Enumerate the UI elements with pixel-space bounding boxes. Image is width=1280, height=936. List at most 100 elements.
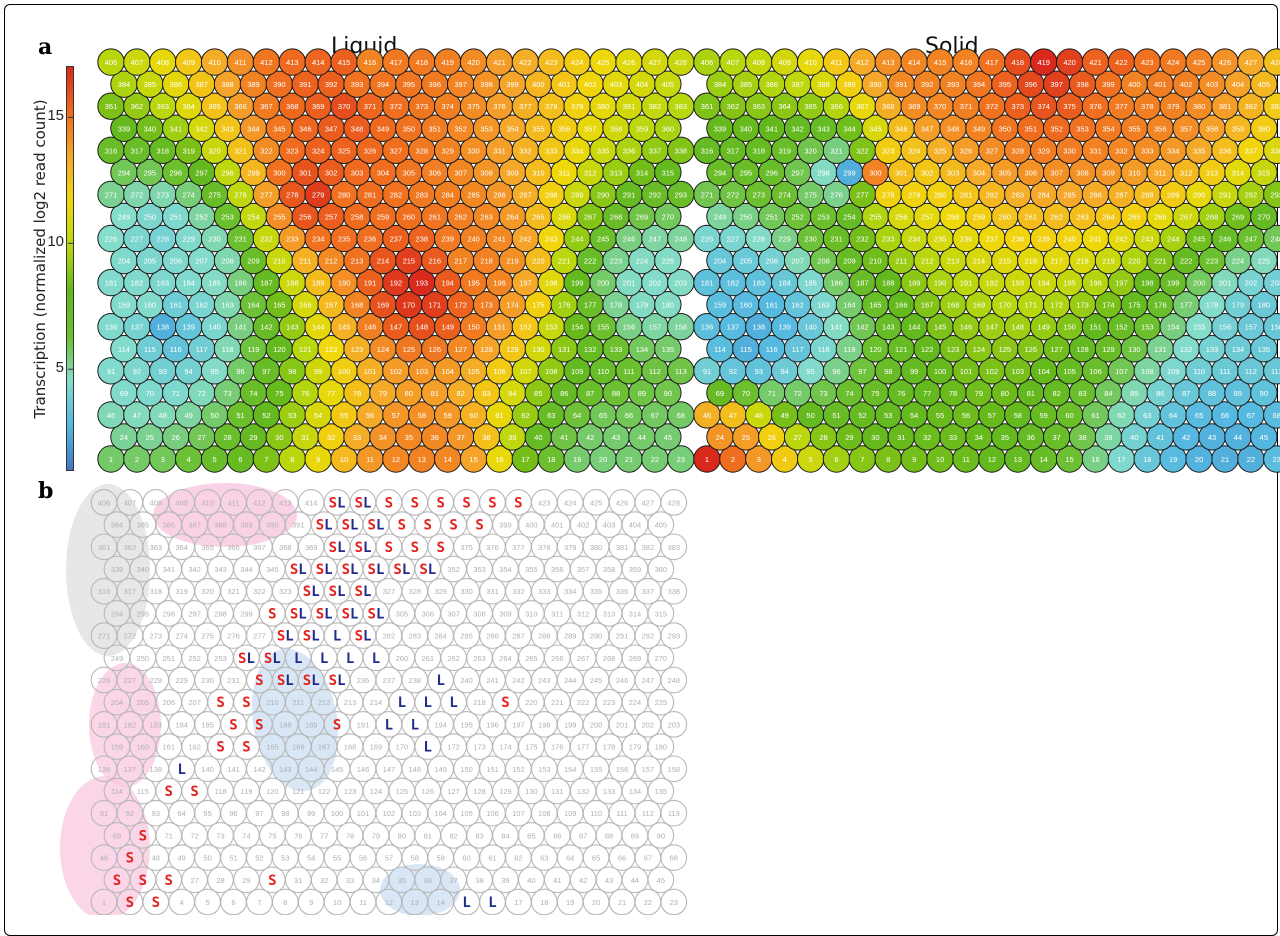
liquid-cell-number: 100: [338, 367, 351, 376]
solid-mark: S: [436, 540, 444, 556]
panel-b-cell-number: 131: [551, 787, 564, 796]
solid-mark: S: [329, 495, 337, 511]
liquid-cell-number: 307: [454, 168, 467, 177]
panel-b-cell-number: 149: [434, 765, 447, 774]
solid-cell-number: 417: [986, 58, 999, 67]
solid-cell-number: 388: [817, 80, 830, 89]
liquid-cell-number: 57: [392, 411, 400, 420]
panel-b-mark: S: [229, 717, 237, 733]
solid-cell-number: 203: [1271, 279, 1280, 288]
liquid-cell-number: 376: [493, 102, 506, 111]
panel-b-cell-number: 179: [629, 743, 642, 752]
panel-b-mark: S: [424, 518, 432, 534]
panel-b-cell-number: 72: [190, 831, 198, 840]
solid-mark: S: [368, 606, 376, 622]
liquid-mark: L: [350, 562, 358, 578]
solid-cell-number: 407: [727, 58, 740, 67]
panel-b-mark: S: [514, 495, 522, 511]
solid-cell-number: 136: [701, 323, 714, 332]
liquid-cell-number: 411: [235, 58, 247, 67]
panel-b-mark: SL: [355, 584, 372, 600]
solid-cell-number: 248: [1271, 235, 1280, 244]
liquid-cell-number: 285: [467, 190, 480, 199]
panel-b-cell-number: 343: [214, 565, 227, 574]
solid-cell-number: 321: [830, 146, 843, 155]
panel-b-cell-number: 54: [307, 854, 315, 863]
solid-cell-number: 176: [1154, 301, 1167, 310]
liquid-cell-number: 123: [351, 345, 364, 354]
panel-b-cell-number: 273: [150, 632, 163, 641]
panel-b-cell-number: 328: [409, 587, 422, 596]
liquid-cell-number: 250: [144, 212, 157, 221]
panel-b-cell-number: 81: [424, 831, 432, 840]
panel-b-mark: S: [398, 518, 406, 534]
panel-b-mark: S: [449, 518, 457, 534]
solid-cell-number: 244: [1167, 235, 1180, 244]
panel-b-cell-number: 1: [102, 898, 106, 907]
liquid-cell-number: 419: [441, 58, 454, 67]
panel-b-cell-number: 340: [137, 565, 150, 574]
liquid-mark: L: [311, 629, 319, 645]
solid-cell-number: 392: [921, 80, 934, 89]
liquid-cell-number: 31: [301, 433, 309, 442]
panel-b-cell-number: 246: [616, 676, 629, 685]
liquid-cell-number: 109: [571, 367, 584, 376]
liquid-cell-number: 402: [584, 80, 597, 89]
solid-cell-number: 28: [819, 433, 827, 442]
solid-cell-number: 197: [1115, 279, 1128, 288]
solid-cell-number: 199: [1167, 279, 1180, 288]
liquid-cell-number: 410: [208, 58, 221, 67]
liquid-mark: L: [411, 717, 419, 733]
liquid-cell-number: 95: [210, 367, 218, 376]
solid-mark: S: [290, 606, 298, 622]
panel-b-cell-number: 333: [538, 587, 551, 596]
solid-cell-number: 16: [1091, 455, 1099, 464]
liquid-cell: [654, 379, 682, 407]
liquid-cell-number: 391: [299, 80, 312, 89]
solid-cell-number: 280: [934, 190, 947, 199]
solid-cell-number: 44: [1234, 433, 1242, 442]
liquid-cell-number: 176: [558, 301, 571, 310]
solid-cell-number: 233: [882, 235, 895, 244]
panel-b-mark: SL: [290, 606, 307, 622]
liquid-cell-number: 355: [532, 124, 545, 133]
panel-b-cell-number: 39: [501, 876, 509, 885]
solid-cell-number: 391: [895, 80, 908, 89]
panel-b-cell-number: 137: [124, 765, 137, 774]
solid-cell-number: 384: [714, 80, 727, 89]
panel-b-cell-number: 196: [486, 720, 499, 729]
liquid-cell-number: 233: [286, 235, 299, 244]
liquid-cell-number: 46: [107, 411, 115, 420]
solid-cell-number: 68: [1273, 411, 1280, 420]
panel-b-cell-number: 263: [473, 654, 486, 663]
liquid-cell-number: 352: [454, 124, 467, 133]
solid-cell-number: 119: [843, 345, 855, 354]
panel-b-cell-number: 376: [486, 543, 499, 552]
liquid-cell-number: 275: [208, 190, 221, 199]
panel-b-cell-number: 271: [98, 632, 111, 641]
solid-cell-number: 25: [742, 433, 750, 442]
solid-cell-number: 105: [1063, 367, 1076, 376]
solid-cell-number: 376: [1089, 102, 1102, 111]
panel-b-cell-number: 88: [605, 831, 613, 840]
liquid-cell-number: 397: [454, 80, 467, 89]
solid-cell-number: 126: [1024, 345, 1037, 354]
solid-cell-number: 255: [869, 212, 882, 221]
liquid-cell-number: 32: [327, 433, 335, 442]
panel-b-cell-number: 73: [216, 831, 224, 840]
liquid-cell-number: 144: [312, 323, 325, 332]
liquid-cell-number: 343: [221, 124, 234, 133]
liquid-cell-number: 43: [612, 433, 620, 442]
solid-cell-number: 284: [1037, 190, 1050, 199]
liquid-cell-number: 312: [584, 168, 597, 177]
liquid-mark: L: [372, 651, 380, 667]
panel-b-cell-number: 412: [253, 498, 266, 507]
liquid-cell-number: 26: [172, 433, 180, 442]
panel-b-cell-number: 85: [527, 831, 535, 840]
liquid-cell-number: 72: [197, 389, 205, 398]
panel-b-cell-number: 305: [396, 609, 409, 618]
liquid-cell-number: 67: [651, 411, 659, 420]
liquid-cell-number: 138: [157, 323, 170, 332]
panel-b-mark: S: [165, 784, 173, 800]
panel-b-cell-number: 50: [203, 854, 211, 863]
